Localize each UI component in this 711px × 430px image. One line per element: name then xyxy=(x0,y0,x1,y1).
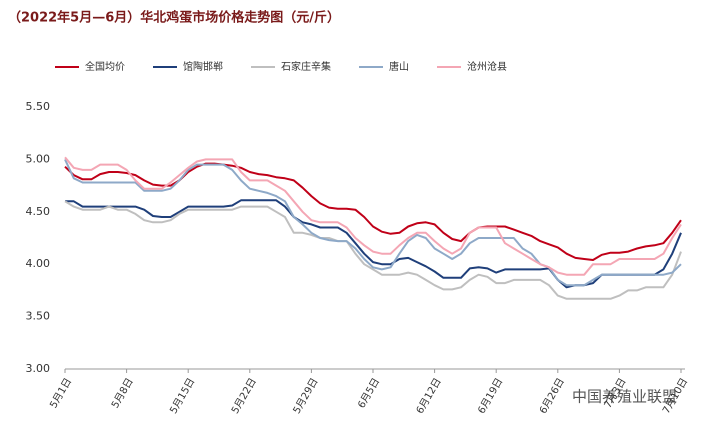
series-line xyxy=(64,200,682,300)
y-tick-label: 5.00 xyxy=(26,152,51,165)
legend-label: 馆陶邯郸 xyxy=(183,60,223,73)
chart-title: （2022年5月—6月）华北鸡蛋市场价格走势图（元/斤） xyxy=(8,10,340,26)
x-tick-label: 5月22日 xyxy=(229,376,259,416)
y-tick-label: 4.00 xyxy=(26,257,51,270)
watermark: 中国养殖业联盟 xyxy=(572,388,677,406)
series-line xyxy=(65,199,682,289)
series-line xyxy=(64,162,682,261)
legend-label: 石家庄辛集 xyxy=(281,60,331,73)
legend-label: 唐山 xyxy=(389,60,409,73)
x-tick-label: 6月12日 xyxy=(414,376,444,416)
y-tick-label: 3.50 xyxy=(26,310,51,323)
series-line xyxy=(64,156,682,276)
y-tick-label: 3.00 xyxy=(26,362,51,375)
x-tick-label: 6月19日 xyxy=(475,376,505,416)
x-tick-label: 5月1日 xyxy=(47,376,74,410)
legend-label: 全国均价 xyxy=(85,60,125,73)
y-tick-label: 4.50 xyxy=(26,205,51,218)
y-tick-label: 5.50 xyxy=(26,100,51,113)
x-tick-label: 6月26日 xyxy=(537,376,567,416)
x-tick-label: 6月5日 xyxy=(355,376,382,410)
series-line xyxy=(64,158,682,287)
legend-label: 沧州沧县 xyxy=(467,60,507,73)
x-tick-label: 5月29日 xyxy=(291,376,321,416)
x-tick-label: 5月8日 xyxy=(109,376,136,410)
x-tick-label: 5月15日 xyxy=(167,376,197,416)
